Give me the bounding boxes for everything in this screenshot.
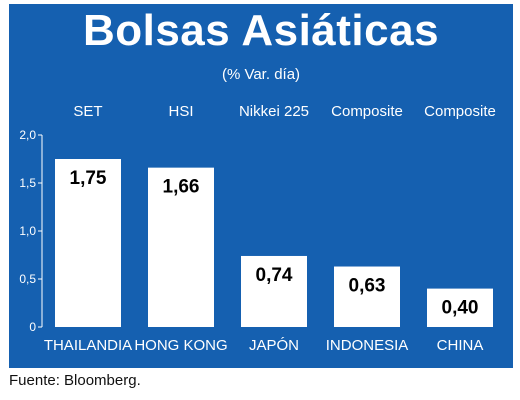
category-label: INDONESIA <box>326 337 409 354</box>
category-label: JAPÓN <box>249 337 299 354</box>
category-label: CHINA <box>437 337 484 354</box>
category-label: THAILANDIA <box>44 337 132 354</box>
bar-value-label: 0,74 <box>256 265 293 286</box>
category-label: HONG KONG <box>134 337 227 354</box>
index-label: HSI <box>168 103 193 120</box>
y-tick-label: 2,0 <box>19 128 36 142</box>
bar <box>241 255 307 327</box>
bar-value-label: 1,75 <box>70 168 107 189</box>
index-label: Composite <box>424 103 496 120</box>
index-label: Nikkei 225 <box>239 103 309 120</box>
bar-value-label: 0,63 <box>349 276 386 297</box>
y-tick-label: 1,5 <box>19 176 36 190</box>
bar <box>427 288 493 327</box>
chart-panel: Bolsas Asiáticas (% Var. día) 0 0,5 1,0 1,5… <box>9 4 513 368</box>
bar-value-label: 0,40 <box>442 298 479 319</box>
bar <box>55 159 121 327</box>
index-label: SET <box>73 103 102 120</box>
source-note: Fuente: Bloomberg. <box>9 372 141 389</box>
bar-value-label: 1,66 <box>163 177 200 198</box>
y-tick-label: 0 <box>29 320 36 334</box>
index-label: Composite <box>331 103 403 120</box>
chart-subtitle: (% Var. día) <box>221 66 301 83</box>
bar <box>334 266 400 327</box>
bar <box>148 167 214 327</box>
chart-title: Bolsas Asiáticas <box>82 6 440 55</box>
y-tick-label: 1,0 <box>19 224 36 238</box>
y-tick-label: 0,5 <box>19 272 36 286</box>
bar-chart: 0 0,5 1,0 1,5 2,0 1,75 SET THAILANDIA 1,66 HSI HON… <box>19 103 496 354</box>
